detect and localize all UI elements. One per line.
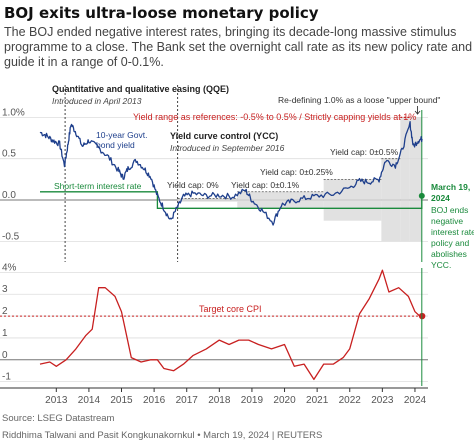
footer: Source: LSEG Datastream Riddhima Talwani…: [2, 413, 322, 441]
cpi-panel: 4% 3 2 1 0 -1: [0, 262, 428, 386]
y-tick-label: 0.5: [2, 149, 16, 160]
y-tick-label: 2: [2, 306, 8, 317]
header: BOJ exits ultra-loose monetary policy Th…: [4, 4, 474, 69]
x-tick-label: 2023: [371, 395, 394, 406]
x-tick-label: 2018: [208, 395, 231, 406]
page-title: BOJ exits ultra-loose monetary policy: [4, 4, 319, 22]
y-tick-label: 1: [2, 328, 8, 339]
credit-line: Riddhima Talwani and Pasit Kongkunakornk…: [2, 430, 322, 441]
jgb-label-line-1: 10-year Govt.: [96, 130, 148, 140]
ycc-date: Introduced in September 2016: [170, 143, 285, 153]
march-2024-dot: [418, 192, 425, 199]
y-tick-label: 0: [2, 350, 8, 361]
loose-bound-band: [409, 117, 422, 242]
x-tick-label: 2019: [241, 395, 264, 406]
series-core-cpi: [39, 269, 423, 381]
x-tick-label: 2024: [404, 395, 427, 406]
march-date: March 19,: [431, 182, 470, 192]
boj-ends-line-3: interest rate: [431, 227, 474, 237]
yield-cap-band: [177, 198, 238, 202]
yield-cap-025-label: Yield cap: 0±0.25%: [260, 167, 333, 177]
y-tick-label: 0.0: [2, 190, 16, 201]
y-tick-label: -0.5: [2, 231, 20, 242]
subtitle-line-2: programme to a close. The Bank set the o…: [4, 40, 474, 54]
subtitle-line-1: The BOJ ended negative interest rates, b…: [4, 25, 456, 39]
yield-cap-05-label: Yield cap: 0±0.5%: [330, 147, 399, 157]
yield-range-label: Yield range as references: -0.5% to 0.5%…: [133, 112, 416, 122]
yield-cap-0-label: Yield cap: 0%: [167, 180, 219, 190]
annotations: Quantitative and qualitative easing (QQE…: [52, 84, 474, 314]
yield-cap-band: [381, 158, 401, 242]
target-cpi-label: Target core CPI: [199, 304, 262, 314]
y-tick-label: 4%: [2, 262, 17, 273]
yield-cap-01-label: Yield cap: 0±0.1%: [231, 180, 300, 190]
y-tick-label: 1.0%: [2, 107, 25, 118]
x-tick-label: 2017: [176, 395, 199, 406]
x-tick-label: 2020: [273, 395, 296, 406]
series-10y-jgb-yield: [39, 120, 423, 226]
y-tick-label: 3: [2, 284, 8, 295]
yield-cap-band: [237, 191, 324, 209]
policy-rate-label: Short-term interest rate: [54, 181, 142, 191]
qqe-title: Quantitative and qualitative easing (QQE…: [52, 84, 229, 94]
yield-cap-band: [400, 117, 410, 242]
x-tick-label: 2022: [339, 395, 362, 406]
ycc-title: Yield curve control (YCC): [170, 131, 278, 141]
x-axis: 2013 2014 2015 2016 2017 2018 2019 2020 2021 2022…: [0, 387, 428, 406]
boj-ends-line-1: BOJ ends: [431, 205, 468, 215]
boj-ends-line-5: abolishes: [431, 249, 467, 259]
x-tick-label: 2013: [45, 395, 68, 406]
march-year: 2024: [431, 193, 450, 203]
qqe-date: Introduced in April 2013: [52, 96, 142, 106]
redefine-label: Re-defining 1.0% as a loose "upper bound…: [278, 95, 440, 105]
bond-yield-panel: 1.0% 0.5 0.0 -0.5: [0, 85, 428, 262]
source-note: Source: LSEG Datastream: [2, 413, 115, 424]
boj-ends-line-2: negative: [431, 216, 463, 226]
boj-ends-line-6: YCC.: [431, 260, 451, 270]
redefine-arrow: [414, 106, 421, 115]
yield-cap-band: [323, 179, 382, 221]
x-tick-label: 2014: [78, 395, 101, 406]
subtitle-line-3: guide it in a range of 0-0.1%.: [4, 55, 164, 69]
jgb-label-line-2: bond yield: [96, 140, 135, 150]
x-tick-label: 2015: [110, 395, 133, 406]
y-tick-label: -1: [2, 372, 11, 383]
x-tick-label: 2021: [306, 395, 329, 406]
x-tick-label: 2016: [143, 395, 166, 406]
boj-ends-line-4: policy and: [431, 238, 470, 248]
